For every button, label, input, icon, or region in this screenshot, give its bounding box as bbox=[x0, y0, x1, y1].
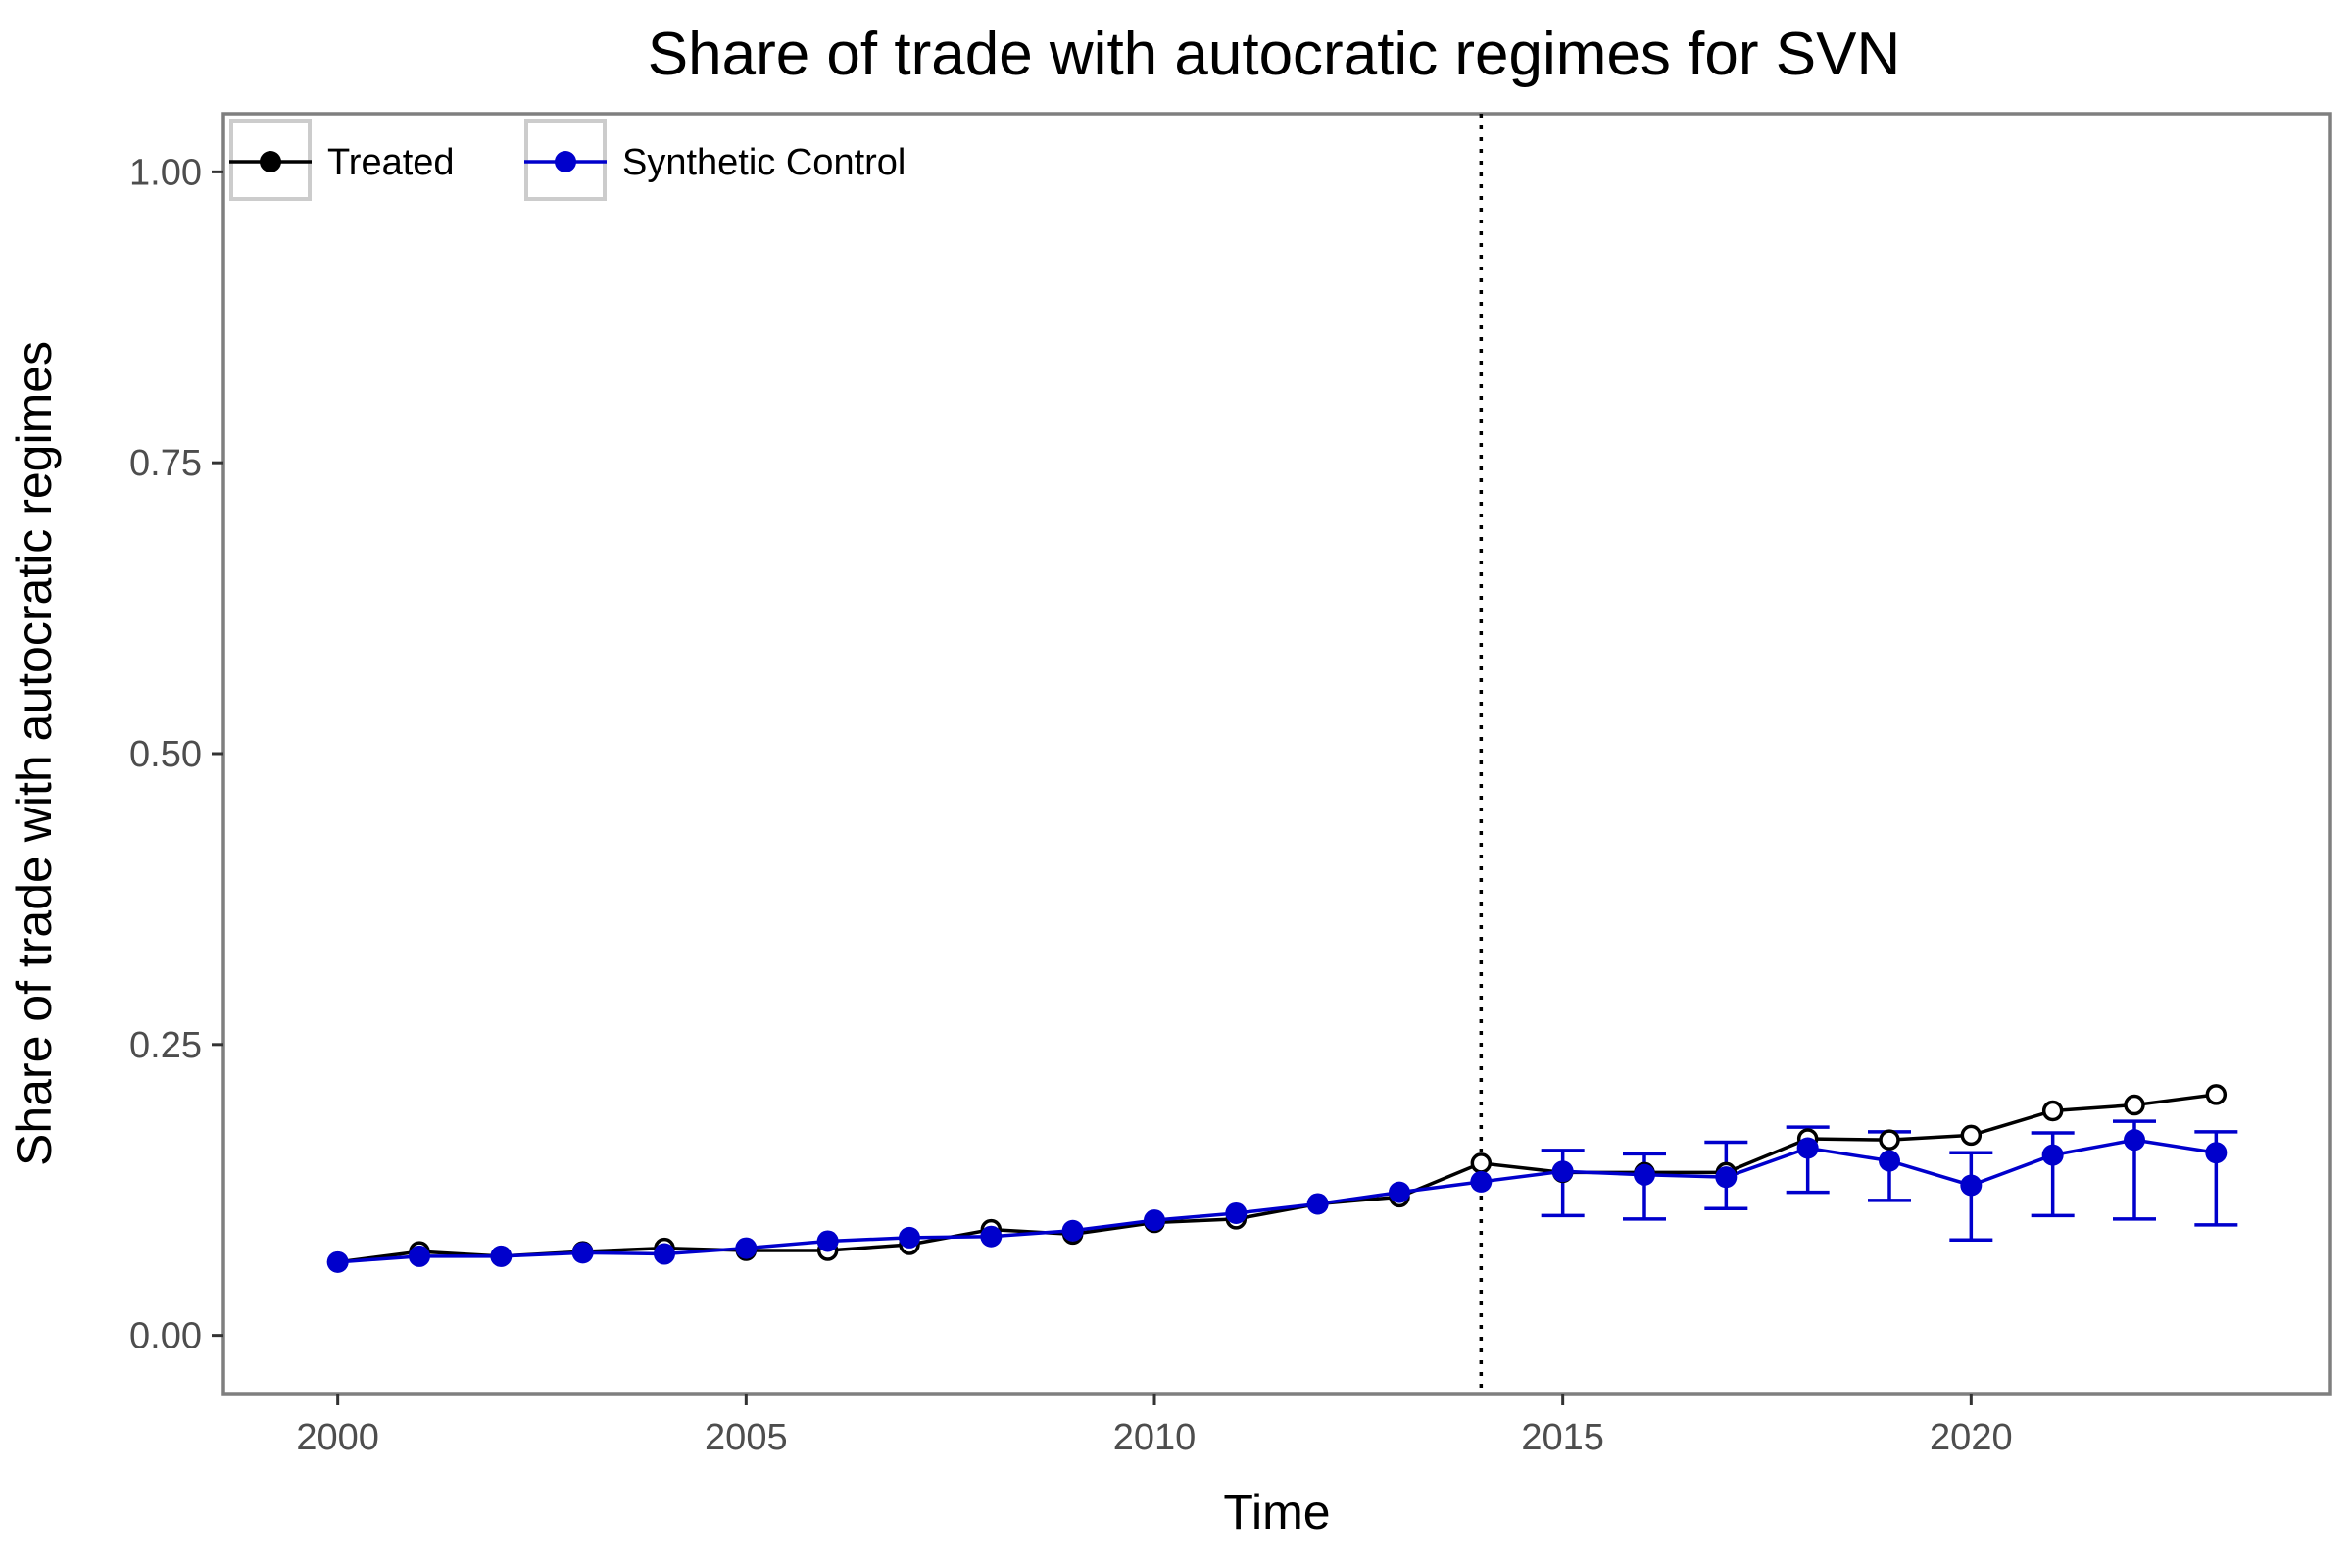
synthetic-control-point bbox=[1551, 1160, 1574, 1183]
synthetic-control-point bbox=[1225, 1201, 1248, 1224]
y-axis: 0.00 0.25 0.50 0.75 1.00 bbox=[129, 152, 223, 1357]
treated-point bbox=[2124, 1094, 2145, 1116]
synthetic-control-point bbox=[1796, 1137, 1819, 1159]
synthetic-control-point bbox=[2041, 1144, 2064, 1166]
x-tick-label: 2000 bbox=[296, 1417, 379, 1458]
x-axis: 2000 2005 2010 2015 2020 bbox=[296, 1394, 2013, 1458]
treated-point bbox=[2205, 1084, 2228, 1105]
synthetic-control-point bbox=[1389, 1181, 1410, 1203]
y-tick-label: 0.00 bbox=[129, 1316, 202, 1357]
treated-point bbox=[2041, 1100, 2064, 1122]
synthetic-control-point bbox=[571, 1242, 594, 1264]
series-layer bbox=[326, 1084, 2238, 1273]
synthetic-control-point bbox=[1879, 1150, 1900, 1172]
treated-point bbox=[1470, 1152, 1493, 1174]
legend-key-box bbox=[524, 119, 607, 201]
synthetic-control-point bbox=[409, 1245, 430, 1267]
treated-point bbox=[1960, 1124, 1983, 1147]
legend: Treated Synthetic Control bbox=[226, 117, 991, 207]
y-tick-label: 0.75 bbox=[129, 443, 202, 484]
treated-series-line bbox=[337, 1093, 2217, 1264]
y-tick-label: 0.25 bbox=[129, 1025, 202, 1066]
legend-background bbox=[226, 117, 991, 207]
plot-panel bbox=[221, 112, 2332, 1396]
synthetic-control-point bbox=[654, 1243, 675, 1265]
synthetic-control-point bbox=[1634, 1163, 1655, 1186]
synthetic-control-point bbox=[1470, 1170, 1493, 1193]
synthetic-control-point bbox=[1960, 1174, 1983, 1197]
legend-key-marker bbox=[260, 151, 281, 172]
synthetic-control-point bbox=[326, 1250, 349, 1273]
legend-item-treated: Treated bbox=[229, 119, 455, 201]
legend-label: Synthetic Control bbox=[622, 142, 906, 183]
synthetic-control-point bbox=[980, 1225, 1003, 1248]
synthetic-control-point bbox=[899, 1226, 920, 1249]
synthetic-control-point bbox=[1306, 1193, 1329, 1215]
x-axis-title: Time bbox=[1223, 1485, 1330, 1540]
x-tick-label: 2015 bbox=[1521, 1417, 1604, 1458]
synthetic-control-point bbox=[1144, 1209, 1165, 1232]
legend-label: Treated bbox=[327, 142, 455, 183]
treated-point bbox=[1879, 1129, 1900, 1151]
x-tick-label: 2005 bbox=[705, 1417, 788, 1458]
y-axis-title: Share of trade with autocratic regimes bbox=[7, 341, 62, 1166]
synthetic-control-series-line bbox=[337, 1138, 2217, 1264]
synthetic-control-point bbox=[735, 1237, 758, 1259]
synthetic-control-point bbox=[490, 1245, 513, 1267]
x-tick-label: 2010 bbox=[1113, 1417, 1197, 1458]
x-tick-label: 2020 bbox=[1930, 1417, 2013, 1458]
legend-key-box bbox=[229, 119, 312, 201]
synthetic-control-point bbox=[1715, 1166, 1738, 1189]
synthetic-control-point bbox=[1061, 1219, 1084, 1242]
legend-key-marker bbox=[555, 151, 576, 172]
chart-title: Share of trade with autocratic regimes f… bbox=[648, 21, 1900, 88]
synthetic-control-point bbox=[816, 1230, 839, 1252]
y-tick-label: 0.50 bbox=[129, 734, 202, 775]
synthetic-control-point bbox=[2205, 1142, 2228, 1164]
synthetic-control-point bbox=[2124, 1129, 2145, 1152]
y-tick-label: 1.00 bbox=[129, 152, 202, 193]
legend-item-synthetic-control: Synthetic Control bbox=[524, 119, 906, 201]
